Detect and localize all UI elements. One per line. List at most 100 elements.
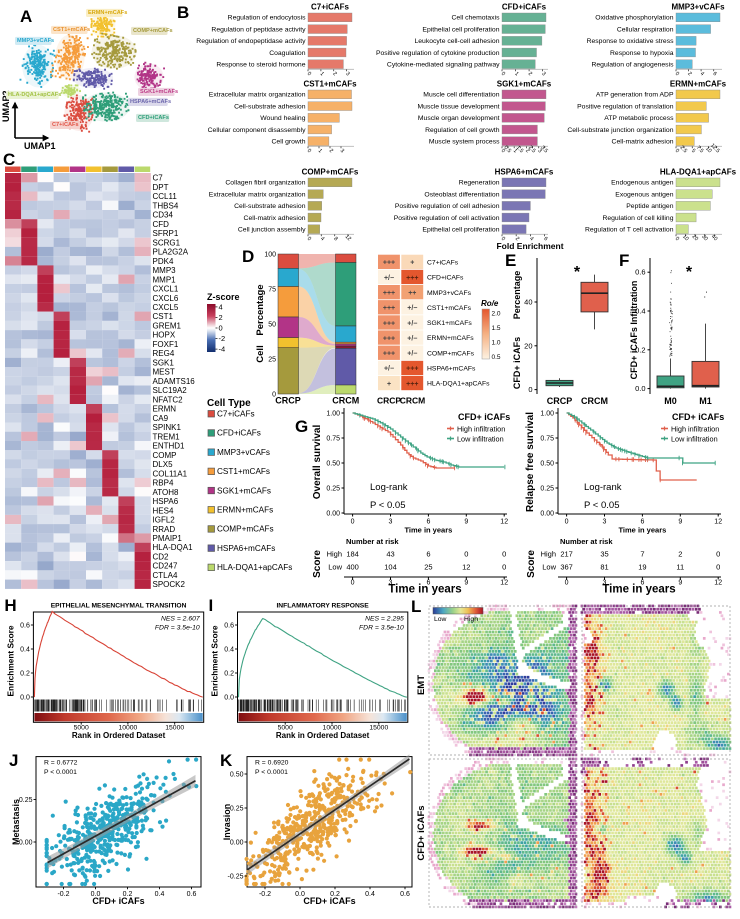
svg-text:HLA-DQA1: HLA-DQA1 bbox=[153, 543, 194, 552]
svg-text:Regulation of angiogenesis: Regulation of angiogenesis bbox=[591, 62, 674, 69]
svg-text:Response to hypoxia: Response to hypoxia bbox=[610, 50, 674, 57]
svg-text:0.00: 0.00 bbox=[540, 511, 554, 518]
svg-text:+/−: +/− bbox=[384, 366, 394, 373]
svg-text:Time in years: Time in years bbox=[618, 526, 666, 535]
svg-text:30: 30 bbox=[700, 234, 708, 242]
svg-text:Exogenous antigen: Exogenous antigen bbox=[615, 191, 673, 198]
svg-text:IGFL2: IGFL2 bbox=[153, 516, 176, 525]
svg-text:CFD+ iCAFs: CFD+ iCAFs bbox=[672, 412, 724, 422]
svg-text:K: K bbox=[220, 751, 233, 770]
svg-text:ATP metabolic process: ATP metabolic process bbox=[604, 115, 674, 122]
svg-text:CST1+mCAFs: CST1+mCAFs bbox=[217, 467, 270, 476]
svg-text:0.0: 0.0 bbox=[224, 694, 234, 701]
svg-text:*: * bbox=[686, 264, 693, 281]
svg-text:UMAP2: UMAP2 bbox=[1, 90, 11, 122]
svg-text:2: 2 bbox=[328, 148, 334, 154]
svg-text:+++: +++ bbox=[383, 260, 395, 267]
svg-text:-0.25: -0.25 bbox=[228, 874, 244, 881]
svg-text:CST1+mCAFs: CST1+mCAFs bbox=[53, 27, 90, 33]
svg-text:Rank in Ordered Dataset: Rank in Ordered Dataset bbox=[72, 731, 166, 740]
svg-text:HOPX: HOPX bbox=[153, 331, 176, 340]
svg-text:F: F bbox=[619, 251, 629, 270]
svg-text:HLA-DQA1+apCAFs: HLA-DQA1+apCAFs bbox=[217, 563, 292, 572]
svg-text:0.0: 0.0 bbox=[91, 891, 101, 898]
svg-text:L: L bbox=[411, 597, 421, 616]
svg-text:367: 367 bbox=[560, 563, 573, 572]
svg-text:H: H bbox=[4, 596, 16, 615]
svg-text:0.75: 0.75 bbox=[326, 436, 340, 443]
svg-text:Collagen fibril organization: Collagen fibril organization bbox=[225, 180, 305, 187]
svg-text:2.0: 2.0 bbox=[492, 311, 501, 318]
svg-text:Cellular component disassembly: Cellular component disassembly bbox=[208, 127, 306, 134]
svg-text:A: A bbox=[20, 7, 32, 26]
svg-text:High: High bbox=[327, 550, 342, 559]
svg-text:Cellular respiration: Cellular respiration bbox=[617, 26, 674, 33]
svg-text:0.75: 0.75 bbox=[540, 436, 554, 443]
svg-text:++: ++ bbox=[408, 290, 416, 297]
svg-text:3.5: 3.5 bbox=[539, 145, 549, 155]
svg-text:3: 3 bbox=[536, 148, 542, 154]
svg-text:1: 1 bbox=[512, 148, 518, 154]
svg-text:0: 0 bbox=[272, 392, 276, 399]
svg-text:+++: +++ bbox=[383, 351, 395, 358]
svg-text:81: 81 bbox=[600, 563, 608, 572]
svg-text:Positive regulation of cytokin: Positive regulation of cytokine producti… bbox=[376, 50, 500, 57]
svg-text:Regulation of cell killing: Regulation of cell killing bbox=[602, 215, 673, 222]
svg-text:Invasion: Invasion bbox=[222, 804, 232, 841]
svg-text:B: B bbox=[177, 3, 189, 22]
svg-text:6: 6 bbox=[640, 580, 644, 587]
svg-text:+/−: +/− bbox=[407, 320, 417, 327]
svg-text:7.5: 7.5 bbox=[695, 145, 705, 155]
svg-text:C7: C7 bbox=[153, 174, 164, 183]
svg-text:0.00: 0.00 bbox=[326, 511, 340, 518]
svg-text:3: 3 bbox=[389, 519, 393, 526]
svg-text:0: 0 bbox=[565, 519, 569, 526]
svg-text:SCRG1: SCRG1 bbox=[153, 238, 181, 247]
svg-text:10: 10 bbox=[681, 234, 689, 242]
svg-text:6: 6 bbox=[640, 519, 644, 526]
svg-text:12.5: 12.5 bbox=[709, 143, 721, 155]
svg-text:SGK1+mCAFs: SGK1+mCAFs bbox=[140, 89, 178, 95]
svg-text:0: 0 bbox=[306, 148, 312, 154]
svg-text:ERMN+mCAFs: ERMN+mCAFs bbox=[217, 506, 273, 515]
svg-text:4: 4 bbox=[699, 71, 705, 77]
svg-text:0.2: 0.2 bbox=[330, 891, 340, 898]
svg-text:6: 6 bbox=[426, 519, 430, 526]
svg-text:High infiltration: High infiltration bbox=[671, 425, 719, 434]
svg-text:G: G bbox=[295, 417, 308, 436]
svg-text:4: 4 bbox=[528, 236, 534, 242]
svg-text:SPINK1: SPINK1 bbox=[153, 423, 182, 432]
svg-text:CD247: CD247 bbox=[153, 562, 178, 571]
svg-text:Muscle cell differentiation: Muscle cell differentiation bbox=[423, 92, 499, 99]
svg-text:MEST: MEST bbox=[153, 368, 175, 377]
svg-text:Cell Type: Cell Type bbox=[207, 398, 251, 409]
svg-text:0: 0 bbox=[500, 148, 506, 154]
svg-text:SGK1: SGK1 bbox=[153, 358, 175, 367]
svg-text:Epithelial cell proliferation: Epithelial cell proliferation bbox=[422, 26, 499, 33]
svg-text:0: 0 bbox=[351, 580, 355, 587]
svg-text:217: 217 bbox=[560, 550, 573, 559]
svg-text:Score: Score bbox=[312, 550, 323, 578]
svg-text:3: 3 bbox=[339, 148, 345, 154]
svg-text:3: 3 bbox=[540, 71, 546, 77]
svg-text:Relapse free survival: Relapse free survival bbox=[525, 412, 536, 512]
svg-text:Low: Low bbox=[328, 563, 342, 572]
svg-text:CFD+iCAFs: CFD+iCAFs bbox=[138, 115, 169, 121]
svg-text:0.0: 0.0 bbox=[20, 694, 30, 701]
svg-text:25: 25 bbox=[424, 563, 432, 572]
svg-text:0.25: 0.25 bbox=[540, 486, 554, 493]
svg-text:P < 0.0001: P < 0.0001 bbox=[44, 769, 77, 776]
svg-text:CXCL1: CXCL1 bbox=[153, 285, 179, 294]
svg-text:COMP: COMP bbox=[153, 451, 177, 460]
svg-text:2: 2 bbox=[219, 313, 223, 322]
svg-text:104: 104 bbox=[384, 563, 397, 572]
svg-text:ERMN+mCAFs: ERMN+mCAFs bbox=[88, 10, 127, 16]
svg-text:Log-rank: Log-rank bbox=[584, 482, 622, 493]
svg-text:2.5: 2.5 bbox=[527, 145, 537, 155]
svg-text:Extracellular matrix organizat: Extracellular matrix organization bbox=[209, 92, 306, 99]
svg-text:Extracellular matrix organizat: Extracellular matrix organization bbox=[209, 191, 306, 198]
svg-text:Ro/e: Ro/e bbox=[481, 299, 499, 308]
svg-text:Regulation of endocytosis: Regulation of endocytosis bbox=[228, 15, 306, 22]
svg-text:HSPA6+mCAFs: HSPA6+mCAFs bbox=[130, 99, 171, 105]
svg-text:4: 4 bbox=[219, 303, 223, 312]
